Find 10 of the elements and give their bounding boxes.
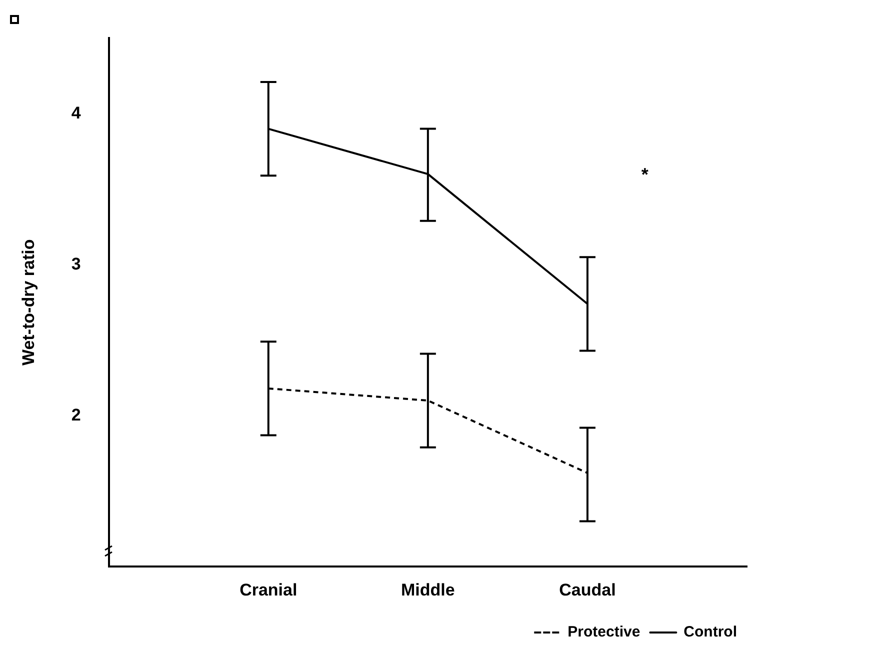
y-axis-title: Wet-to-dry ratio [18, 239, 38, 366]
y-tick-label: 4 [71, 103, 82, 122]
y-tick-label: 2 [71, 405, 81, 424]
y-tick-label: 3 [71, 254, 81, 274]
annotation: * [641, 164, 648, 185]
legend-label: Protective [568, 624, 640, 641]
x-tick-label: Caudal [559, 580, 616, 600]
x-tick-label: Middle [401, 580, 455, 600]
legend-label: Control [684, 624, 738, 641]
x-tick-label: Cranial [240, 580, 298, 600]
